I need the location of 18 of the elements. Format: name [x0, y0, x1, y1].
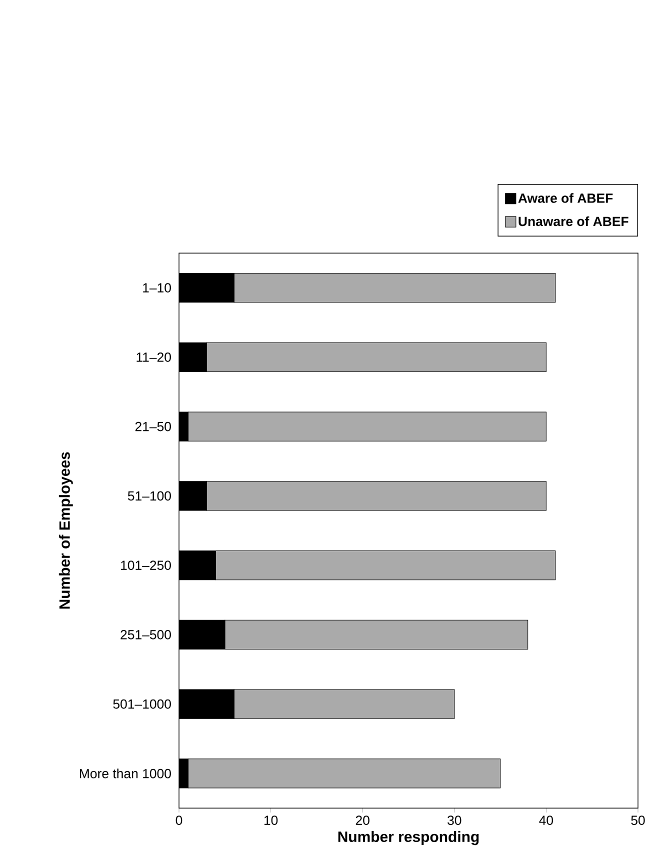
- y-tick-label: 101–250: [120, 560, 171, 570]
- y-tick-label: 11–20: [136, 352, 171, 362]
- x-axis-title: Number responding: [338, 831, 479, 846]
- y-tick-label: 1–10: [142, 283, 171, 292]
- y-axis-title: Number of Employees: [58, 452, 73, 609]
- legend-label: Aware of ABEF: [518, 193, 613, 203]
- x-tick-label: 30: [447, 816, 462, 825]
- y-tick-label: 51–100: [128, 491, 171, 501]
- y-tick-label: 501–1000: [113, 699, 171, 709]
- x-tick-label: 10: [264, 816, 278, 825]
- x-tick-label: 20: [356, 816, 370, 825]
- y-tick-label: 251–500: [120, 630, 171, 640]
- legend-label: Unaware of ABEF: [518, 216, 628, 226]
- y-tick-label: 21–50: [135, 422, 171, 432]
- y-tick-label: More than 1000: [80, 768, 171, 778]
- x-tick-label: 40: [539, 816, 553, 825]
- x-tick-label: 0: [176, 816, 182, 825]
- x-tick-label: 50: [631, 816, 645, 825]
